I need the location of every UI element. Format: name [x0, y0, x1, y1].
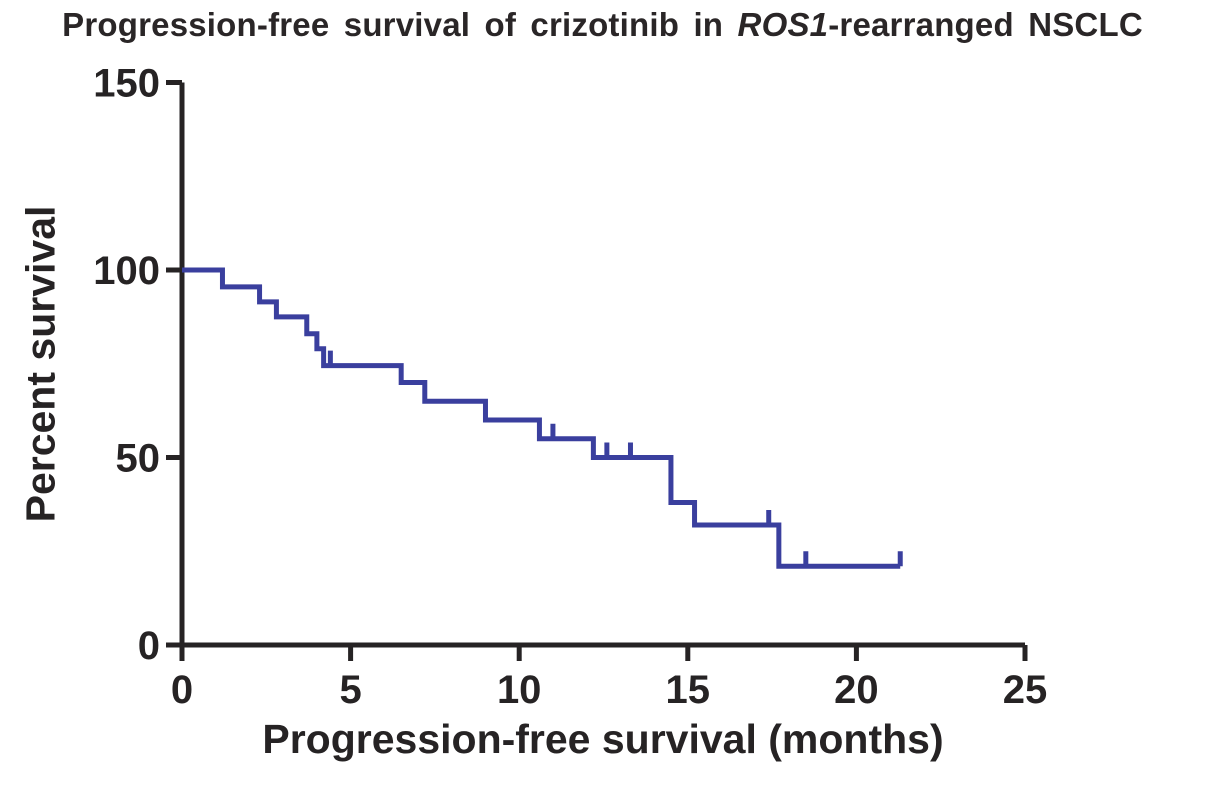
y-tick-label: 50 — [116, 437, 161, 481]
y-tick-label: 150 — [93, 62, 160, 106]
x-tick-label: 25 — [1003, 668, 1048, 712]
x-axis-label: Progression-free survival (months) — [262, 716, 944, 762]
chart-title-prefix: Progression-free survival of crizotinib … — [62, 6, 738, 43]
x-tick-label: 5 — [339, 668, 361, 712]
chart-title-gene-italic: ROS1 — [737, 6, 829, 43]
x-tick-label: 10 — [497, 668, 542, 712]
x-tick-label: 0 — [171, 668, 193, 712]
chart-title-suffix: -rearranged NSCLC — [828, 6, 1143, 43]
x-tick-label: 20 — [834, 668, 879, 712]
chart-title: Progression-free survival of crizotinib … — [0, 6, 1205, 44]
y-tick-label: 100 — [93, 249, 160, 293]
km-curve — [182, 267, 901, 569]
x-tick-label: 15 — [666, 668, 711, 712]
y-tick-label: 0 — [138, 624, 160, 668]
